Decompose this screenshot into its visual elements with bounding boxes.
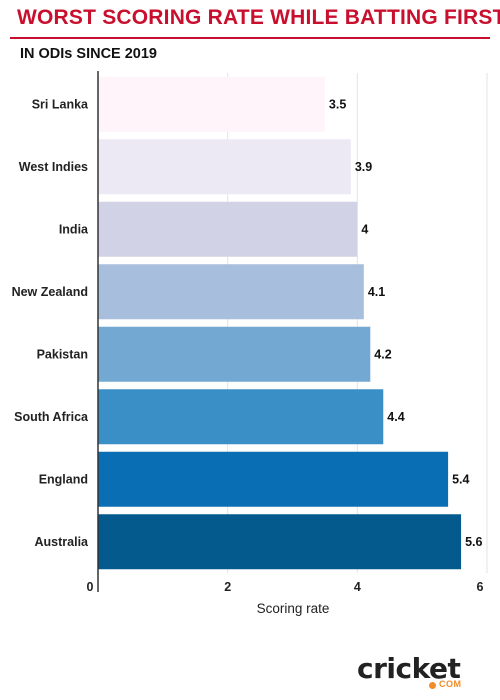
bar-chart: Sri Lanka 3.5 West Indies 3.9 India 4 New Zeal… bbox=[12, 71, 488, 616]
bar bbox=[98, 264, 364, 320]
bar bbox=[98, 201, 358, 257]
value-label: 3.5 bbox=[329, 97, 346, 111]
bar bbox=[98, 139, 351, 195]
x-axis-label: Scoring rate bbox=[257, 601, 330, 616]
bar bbox=[98, 326, 371, 382]
category-label: West Indies bbox=[19, 160, 88, 174]
value-label: 4.4 bbox=[387, 410, 404, 424]
logo-dot-icon bbox=[429, 682, 436, 689]
x-tick-label: 0 bbox=[87, 580, 94, 594]
category-label: Sri Lanka bbox=[32, 97, 89, 111]
bar bbox=[98, 76, 325, 132]
cricket-com-logo: cricket COM bbox=[357, 652, 477, 689]
bar bbox=[98, 451, 449, 507]
x-tick-label: 4 bbox=[354, 580, 361, 594]
value-label: 4.2 bbox=[374, 347, 391, 361]
category-label: New Zealand bbox=[12, 285, 88, 299]
value-label: 4 bbox=[361, 222, 368, 236]
value-label: 5.4 bbox=[452, 472, 469, 486]
chart-subtitle: IN ODIs SINCE 2019 bbox=[20, 46, 157, 62]
x-tick-label: 2 bbox=[224, 580, 231, 594]
logo-suffix: COM bbox=[439, 679, 462, 689]
category-label: Pakistan bbox=[37, 347, 88, 361]
bar bbox=[98, 389, 384, 445]
value-label: 4.1 bbox=[368, 285, 385, 299]
bar bbox=[98, 514, 462, 570]
category-label: India bbox=[59, 222, 89, 236]
category-label: Australia bbox=[35, 535, 90, 549]
chart-title: WORST SCORING RATE WHILE BATTING FIRST bbox=[17, 6, 500, 29]
category-label: South Africa bbox=[14, 410, 89, 424]
title-underline bbox=[10, 37, 490, 39]
logo-wordmark: cricket bbox=[357, 652, 461, 685]
category-label: England bbox=[39, 472, 88, 486]
value-label: 5.6 bbox=[465, 535, 482, 549]
x-tick-label: 6 bbox=[477, 580, 484, 594]
value-label: 3.9 bbox=[355, 160, 372, 174]
